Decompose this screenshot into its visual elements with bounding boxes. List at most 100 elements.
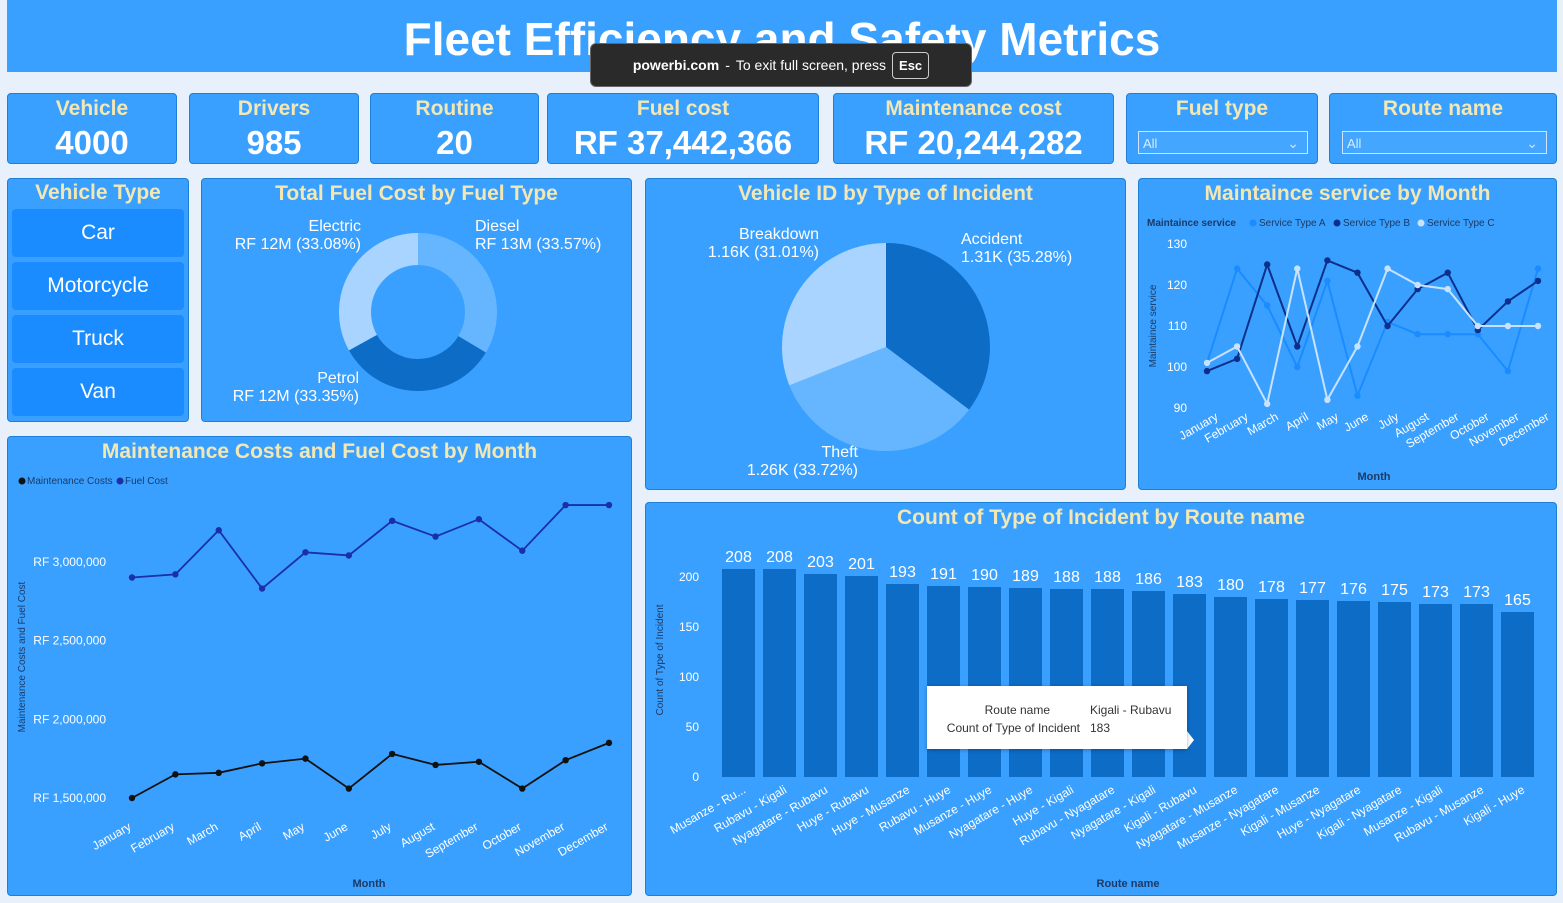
y-tick-label: 0 [692,770,699,784]
slicer-label: Route name [1382,97,1504,120]
bar-data-label: 176 [1340,581,1367,598]
y-tick-label: RF 3,000,000 [33,555,106,569]
bar-data-label: 190 [971,567,998,584]
pie-slice-accident [886,243,990,410]
data-point [1324,277,1331,285]
data-point [605,739,613,747]
route-name-dropdown[interactable]: All ⌄ [1342,131,1547,154]
bar-data-label: 189 [1012,568,1039,585]
x-tick-label: May [1314,409,1341,432]
kpi-card-routine: Routine 20 [370,93,539,164]
data-point [345,785,353,792]
pie-label-value: 1.26K (33.72%) [747,462,858,479]
bar [722,569,755,777]
data-point [1354,269,1361,276]
data-point [1474,322,1482,330]
maintenance-service-line-chart: Maintaince service Service Type A Service … [1147,218,1552,483]
donut-label-value: RF 12M (33.35%) [233,388,359,405]
y-tick-label: 120 [1167,278,1187,292]
data-point [1384,322,1391,330]
bar-data-label: 208 [766,549,793,566]
data-point [1534,277,1542,285]
x-tick-label: July [368,819,393,842]
data-point [1294,265,1301,272]
data-point [1294,363,1301,371]
kpi-value: RF 20,244,282 [864,124,1083,161]
tooltip-count-label: Count of Type of Incident [946,721,1080,735]
chevron-down-icon: ⌄ [1526,135,1538,151]
dropdown-value: All [1143,136,1158,151]
data-point [1534,265,1542,272]
data-point [1233,265,1241,272]
chevron-down-icon: ⌄ [1287,135,1299,151]
data-point [1504,322,1512,330]
vehicle-type-slicer: Vehicle Type Car Motorcycle Truck Van [7,178,189,422]
bar-data-label: 173 [1463,584,1490,601]
bar-data-label: 188 [1053,569,1080,586]
bar-data-label: 180 [1217,577,1244,594]
y-axis-label: Maintaince service [1148,284,1159,367]
bar-data-label: 175 [1381,582,1408,599]
data-point [302,755,309,762]
bar-data-label: 178 [1258,579,1285,596]
data-point [475,758,483,765]
y-axis-label: Maintenance Costs and Fuel Cost [17,581,28,732]
costs-by-month-line-chart: Maintenance Costs Fuel Cost RF 3,000,000 RF… [17,476,613,890]
vehicle-type-truck-button[interactable]: Truck [12,315,184,363]
data-point [475,516,483,523]
data-point [1233,343,1241,350]
x-axis-label: Month [1358,471,1391,483]
x-tick-label: March [184,819,220,848]
toast-message: To exit full screen, press [735,57,887,73]
bar-data-label: 173 [1422,584,1449,601]
bar [763,569,796,777]
fuel-type-dropdown[interactable]: All ⌄ [1138,131,1308,154]
donut-label-value: RF 12M (33.08%) [235,236,361,253]
vehicle-type-motorcycle-button[interactable]: Motorcycle [12,262,184,310]
data-point [1203,359,1211,367]
toast-dash: - [725,57,730,73]
y-tick-label: 100 [1167,360,1187,374]
series-line [1206,267,1538,407]
data-point [215,527,222,534]
bar-data-label: 165 [1504,592,1531,609]
y-tick-label: 130 [1167,237,1187,251]
bar [886,584,919,777]
data-point [1384,265,1391,272]
bar [1296,600,1329,777]
data-point [388,517,396,524]
data-point [302,549,309,556]
legend-label: Maintenance Costs [27,476,113,487]
incidents-by-route-panel: Count of Type of Incident by Route name … [645,502,1557,896]
bar-data-label: 188 [1094,569,1121,586]
data-point [1294,343,1301,350]
kpi-label: Drivers [237,97,311,120]
y-tick-label: 50 [686,720,700,734]
data-point [1354,343,1361,350]
chart-title: Total Fuel Cost by Fuel Type [275,182,558,205]
x-tick-label: March [1245,409,1281,438]
bar [1337,601,1370,777]
kpi-card-fuel-cost: Fuel cost RF 37,442,366 [547,93,819,164]
kpi-value: 20 [436,124,473,161]
fuel-cost-donut-panel: Total Fuel Cost by Fuel Type Diesel RF 13… [201,178,632,422]
vehicle-type-car-button[interactable]: Car [12,209,184,257]
x-axis-label: Month [353,878,386,890]
bar-data-label: 183 [1176,574,1203,591]
data-point [128,574,136,581]
x-tick-label: April [236,819,264,843]
chart-title: Maintenance Costs and Fuel Cost by Month [101,440,538,463]
y-axis-label: Count of Type of Incident [655,604,666,715]
data-point [1444,285,1451,293]
data-point [1444,331,1451,338]
bar-data-label: 201 [848,556,875,573]
kpi-card-maintenance-cost: Maintenance cost RF 20,244,282 [833,93,1114,164]
pie-slice-breakdown [782,243,886,386]
bar-data-label: 193 [889,564,916,581]
vehicle-type-van-button[interactable]: Van [12,368,184,416]
slicer-label: Fuel type [1175,97,1269,120]
x-tick-label: April [1283,409,1311,433]
x-tick-label: December [556,819,611,859]
kpi-card-drivers: Drivers 985 [189,93,359,164]
